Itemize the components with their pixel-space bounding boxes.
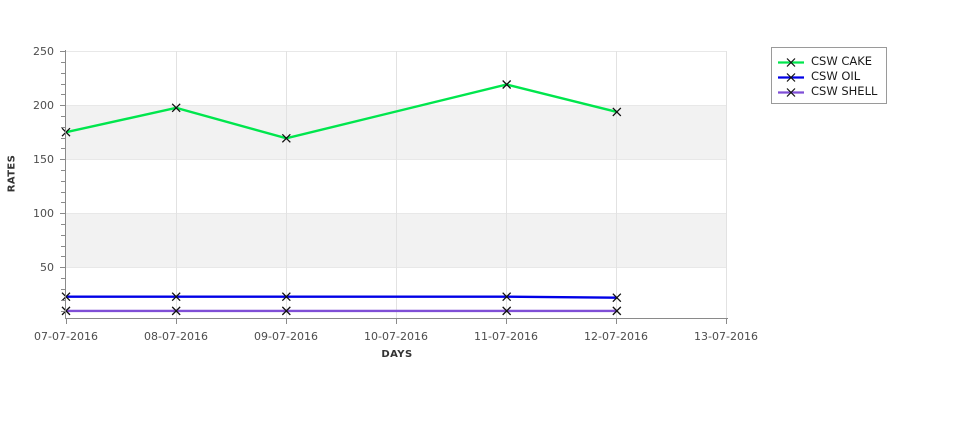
- gridline-day-1: [176, 51, 177, 318]
- x-tick-label-08-07-2016: 08-07-2016: [144, 330, 208, 343]
- series-line: [66, 295, 617, 299]
- y-tick-minor: [61, 256, 65, 257]
- y-tick-minor: [61, 289, 65, 290]
- legend-marker-icon: [778, 84, 804, 97]
- x-tick-13-07-2016: [726, 319, 727, 324]
- y-tick-minor: [61, 73, 65, 74]
- data-point-marker: [281, 306, 291, 316]
- y-tick-minor: [61, 148, 65, 149]
- y-tick-label-100: 100: [33, 207, 54, 220]
- y-tick-minor: [61, 94, 65, 95]
- gridline-day-6: [726, 51, 727, 318]
- legend-item-csw-cake[interactable]: CSW CAKE: [778, 53, 877, 68]
- legend-label: CSW CAKE: [811, 53, 873, 68]
- x-tick-11-07-2016: [506, 319, 507, 324]
- gridline-day-4: [506, 51, 507, 318]
- gridline-day-3: [396, 51, 397, 318]
- y-tick-minor: [61, 116, 65, 117]
- x-tick-label-11-07-2016: 11-07-2016: [474, 330, 538, 343]
- data-point-marker: [281, 133, 291, 143]
- legend-item-csw-oil[interactable]: CSW OIL: [778, 68, 877, 83]
- y-tick-label-250: 250: [33, 45, 54, 58]
- legend-label: CSW SHELL: [811, 83, 878, 98]
- data-point-marker: [612, 107, 622, 117]
- x-axis-line: [65, 318, 728, 319]
- y-tick-150: [60, 159, 65, 160]
- y-tick-minor: [61, 181, 65, 182]
- y-tick-minor: [61, 62, 65, 63]
- y-tick-minor: [61, 300, 65, 301]
- y-axis-title: RATES: [6, 154, 18, 193]
- data-point-marker: [502, 80, 512, 89]
- legend: CSW CAKE CSW OIL CSW SHELL: [771, 47, 888, 104]
- x-tick-label-07-07-2016: 07-07-2016: [34, 330, 98, 343]
- data-point-marker: [171, 306, 181, 316]
- y-tick-minor: [61, 84, 65, 85]
- data-point-marker: [612, 306, 622, 316]
- y-tick-label-200: 200: [33, 99, 54, 112]
- data-point-marker: [61, 306, 71, 316]
- x-tick-label-09-07-2016: 09-07-2016: [254, 330, 318, 343]
- data-point-marker: [171, 292, 181, 302]
- y-tick-label-150: 150: [33, 153, 54, 166]
- y-axis-line: [65, 50, 66, 319]
- x-tick-07-07-2016: [66, 319, 67, 324]
- plot-area: [61, 51, 727, 318]
- legend-marker-icon: [778, 69, 804, 82]
- x-tick-09-07-2016: [286, 319, 287, 324]
- y-tick-minor: [61, 202, 65, 203]
- data-point-marker: [171, 103, 181, 113]
- y-tick-minor: [61, 170, 65, 171]
- legend-marker-icon: [778, 54, 804, 67]
- x-tick-12-07-2016: [616, 319, 617, 324]
- data-point-marker: [61, 292, 71, 302]
- y-tick-minor: [61, 138, 65, 139]
- data-point-marker: [502, 292, 512, 302]
- gridline-day-5: [616, 51, 617, 318]
- series-layer: [61, 80, 622, 316]
- legend-label: CSW OIL: [811, 68, 861, 83]
- series-line: [65, 83, 618, 140]
- y-tick-250: [60, 51, 65, 52]
- y-tick-minor: [61, 246, 65, 247]
- data-point-marker: [612, 293, 622, 303]
- data-point-marker: [502, 306, 512, 316]
- y-tick-minor: [61, 192, 65, 193]
- y-tick-minor: [61, 224, 65, 225]
- y-tick-minor: [61, 278, 65, 279]
- y-tick-minor: [61, 235, 65, 236]
- y-tick-200: [60, 105, 65, 106]
- legend-item-csw-shell[interactable]: CSW SHELL: [778, 83, 877, 98]
- x-tick-label-10-07-2016: 10-07-2016: [364, 330, 428, 343]
- data-point-marker: [61, 127, 71, 137]
- x-tick-08-07-2016: [176, 319, 177, 324]
- gridline-day-2: [286, 51, 287, 318]
- y-tick-50: [60, 267, 65, 268]
- x-axis-title: DAYS: [381, 349, 413, 360]
- y-tick-minor: [61, 311, 65, 312]
- x-tick-label-13-07-2016: 13-07-2016: [694, 330, 758, 343]
- x-tick-label-12-07-2016: 12-07-2016: [584, 330, 648, 343]
- x-tick-10-07-2016: [396, 319, 397, 324]
- y-tick-100: [60, 213, 65, 214]
- y-tick-label-50: 50: [40, 261, 54, 274]
- data-point-marker: [281, 292, 291, 302]
- y-tick-minor: [61, 127, 65, 128]
